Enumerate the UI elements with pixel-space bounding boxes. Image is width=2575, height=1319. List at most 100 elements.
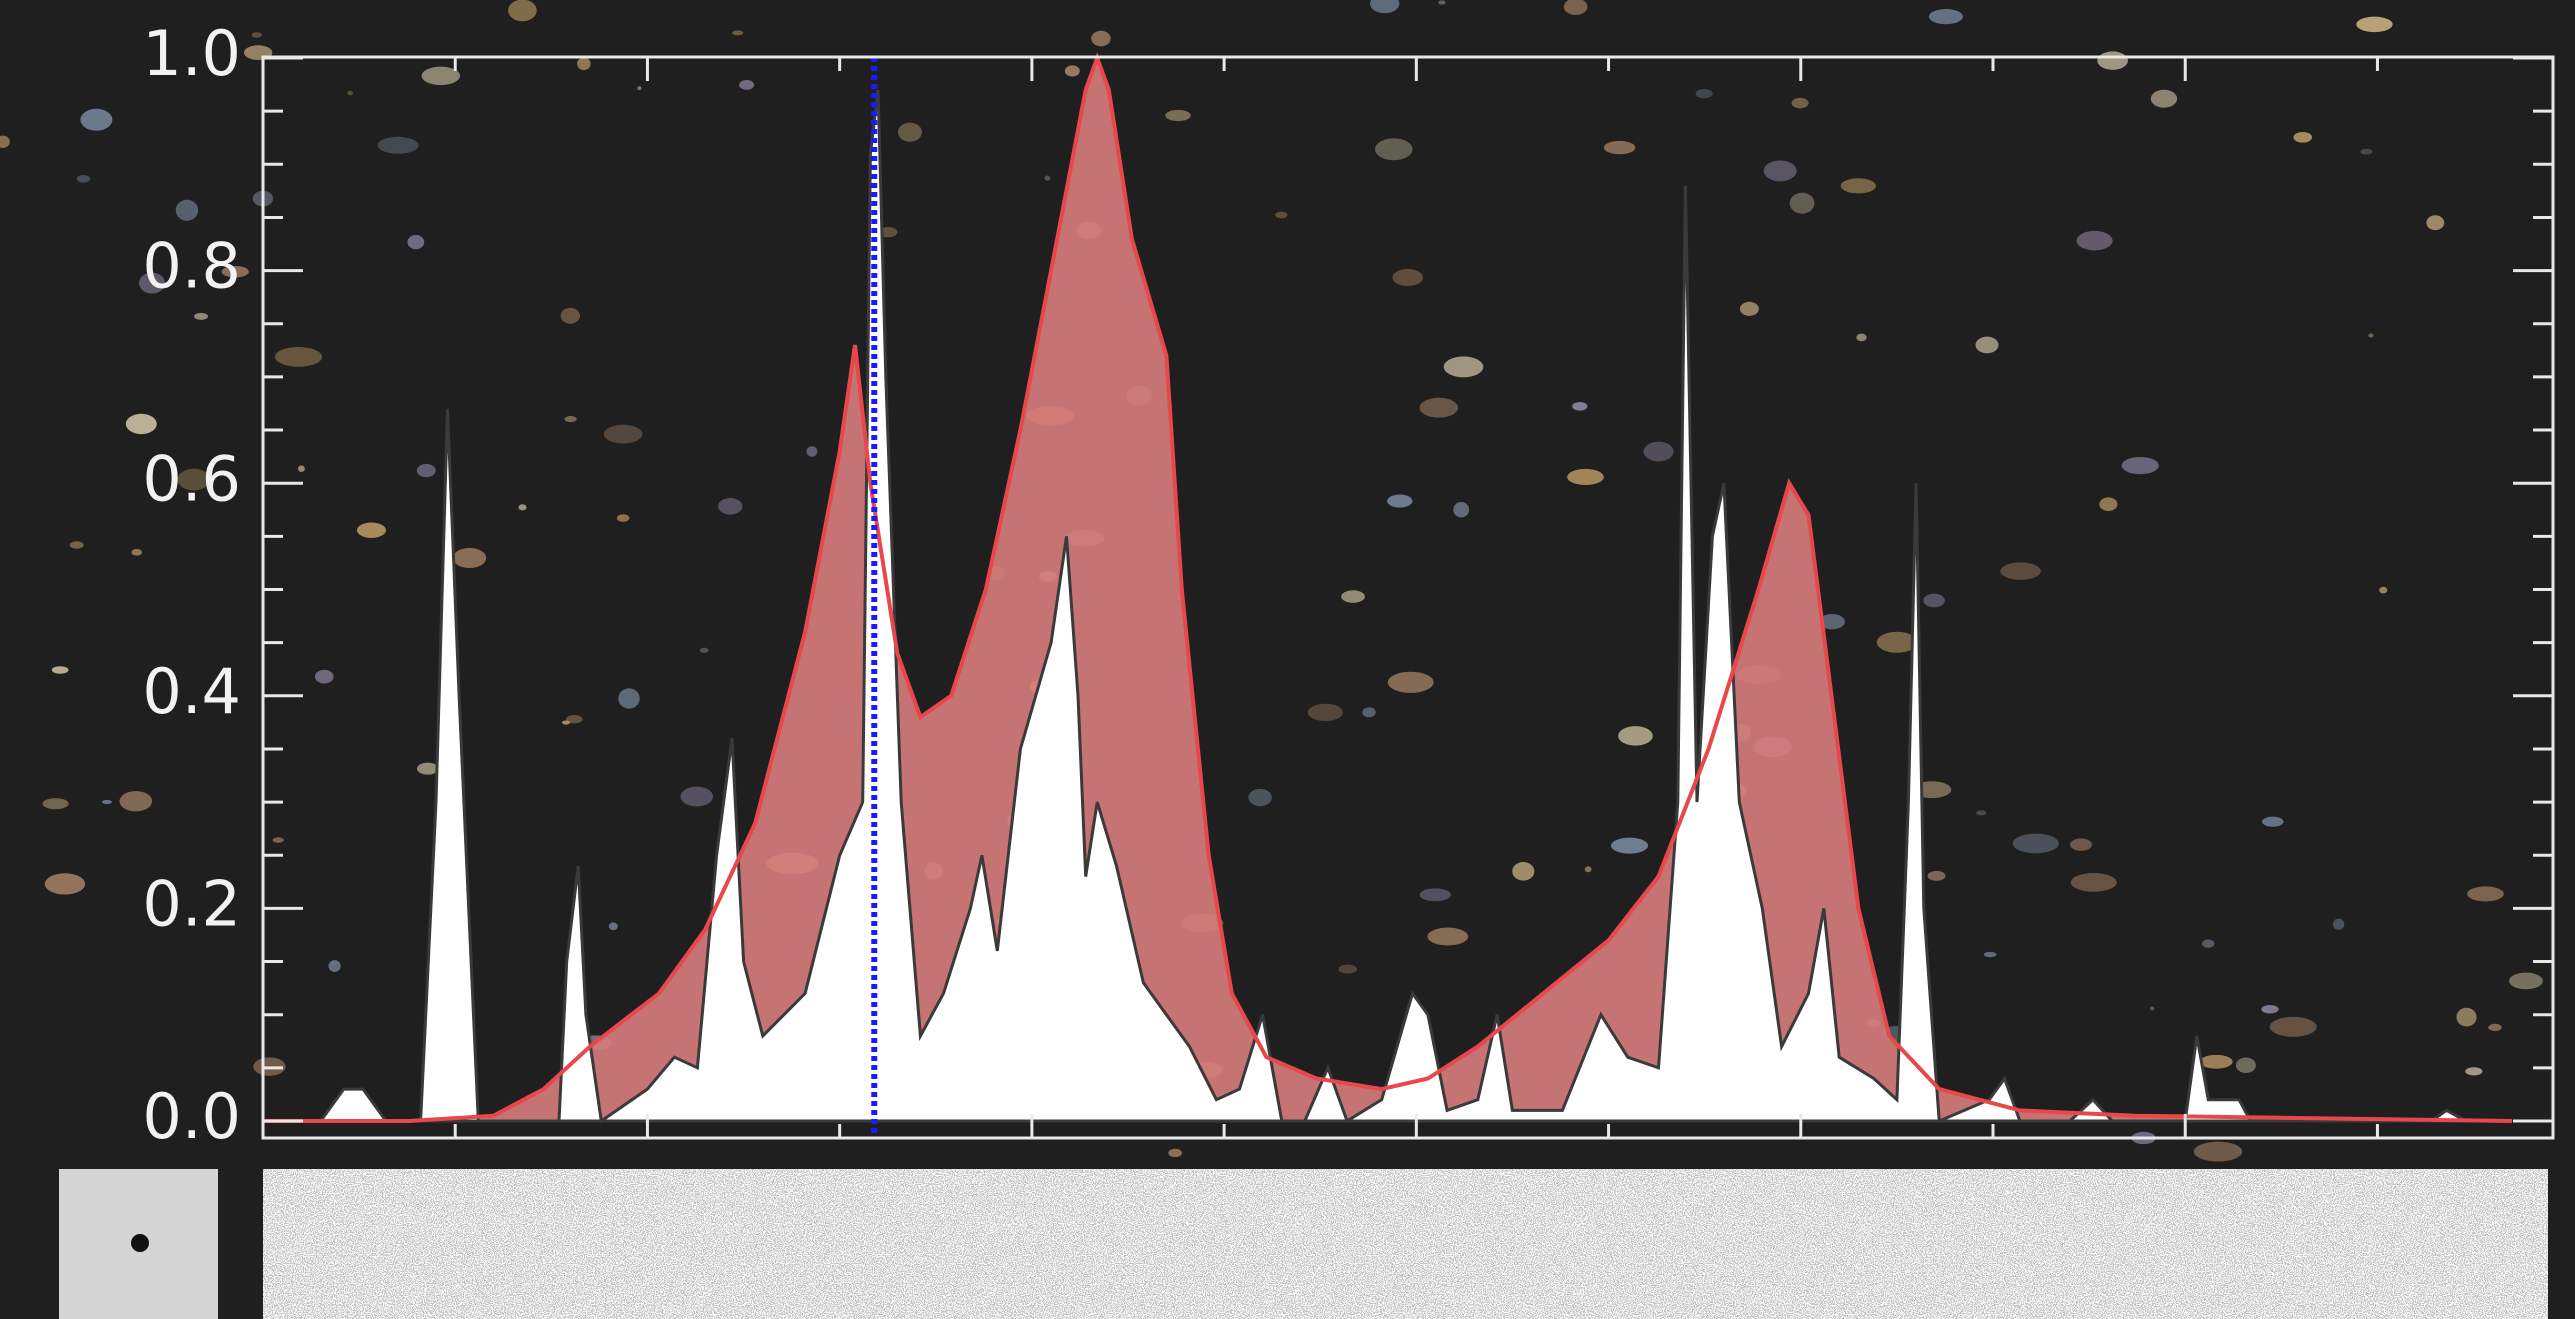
star <box>1976 810 1987 816</box>
star <box>2456 1007 2477 1027</box>
star <box>1567 468 1604 486</box>
star <box>416 463 436 478</box>
star <box>577 57 591 71</box>
star <box>69 541 84 549</box>
star <box>897 122 922 142</box>
star <box>1338 964 1358 974</box>
star <box>2262 816 2284 827</box>
star <box>1307 703 1343 722</box>
star <box>2070 873 2117 892</box>
star <box>2379 586 2388 594</box>
star <box>356 522 386 538</box>
star <box>1362 707 1376 718</box>
star <box>1572 402 1588 411</box>
star <box>618 688 640 709</box>
star <box>1876 631 1918 653</box>
star <box>1603 140 1636 155</box>
star <box>1763 160 1797 182</box>
star <box>101 799 112 805</box>
star <box>416 762 439 775</box>
star <box>51 666 69 674</box>
star <box>2509 972 2543 990</box>
star <box>44 873 86 895</box>
star <box>806 446 818 457</box>
star <box>518 504 527 511</box>
star <box>1248 788 1272 807</box>
star <box>119 791 153 812</box>
star <box>1856 333 1867 342</box>
star <box>1512 861 1535 881</box>
star <box>177 468 210 491</box>
star <box>1091 30 1111 47</box>
star <box>1370 0 1400 14</box>
star <box>2149 1006 2155 1011</box>
star <box>1739 301 1759 316</box>
spectrum-2d-strip <box>263 1169 2548 1319</box>
star <box>2201 939 2215 948</box>
star <box>421 66 461 86</box>
star <box>1983 951 1997 958</box>
star <box>2356 16 2393 33</box>
star <box>1165 109 1191 122</box>
star <box>1453 502 1470 518</box>
star <box>560 307 580 324</box>
star <box>2097 51 2128 70</box>
spectrum-area <box>263 89 2512 1124</box>
model-line <box>263 52 2513 1123</box>
star <box>2332 918 2345 930</box>
star <box>80 108 113 131</box>
star <box>1392 268 1424 287</box>
star <box>2150 89 2178 108</box>
star <box>452 547 487 569</box>
star <box>2193 1141 2243 1162</box>
axes-frame <box>261 55 2555 1140</box>
star <box>1443 356 1484 378</box>
model-area <box>263 58 2512 1121</box>
star <box>1791 97 1809 109</box>
star <box>2000 562 2041 580</box>
y-tick-label: 0.8 <box>142 230 241 303</box>
star <box>1927 870 1946 881</box>
star <box>1563 0 1588 15</box>
star <box>603 424 643 444</box>
star <box>194 312 209 320</box>
star <box>680 786 714 807</box>
star <box>2426 215 2445 231</box>
star <box>1275 211 1288 219</box>
star <box>2235 1057 2256 1073</box>
star <box>616 514 630 522</box>
star <box>1044 175 1051 181</box>
star <box>2070 838 2092 851</box>
star <box>1928 9 1963 25</box>
plot-area: 0.0 0.2 0.4 0.6 0.8 1.0 <box>142 17 2555 1153</box>
star <box>508 0 537 22</box>
star <box>564 416 577 423</box>
star <box>76 174 91 183</box>
star <box>1419 397 1459 418</box>
star <box>138 272 166 294</box>
star <box>1419 888 1451 902</box>
star <box>1643 441 1674 462</box>
star <box>608 922 618 931</box>
star <box>2488 1023 2502 1032</box>
star <box>2121 456 2159 475</box>
star <box>314 669 334 684</box>
star <box>328 960 341 972</box>
star <box>1584 866 1592 873</box>
star <box>251 32 262 38</box>
star <box>1618 726 1653 746</box>
star <box>2269 1016 2317 1037</box>
star <box>131 548 143 556</box>
star <box>566 714 583 724</box>
star <box>297 465 305 472</box>
star <box>739 80 755 90</box>
star <box>1819 613 1845 630</box>
star <box>1840 178 1876 194</box>
star <box>1975 336 1999 354</box>
y-tick-label: 0.6 <box>142 442 241 515</box>
star <box>1695 89 1713 99</box>
star <box>699 647 709 653</box>
star <box>732 30 744 36</box>
